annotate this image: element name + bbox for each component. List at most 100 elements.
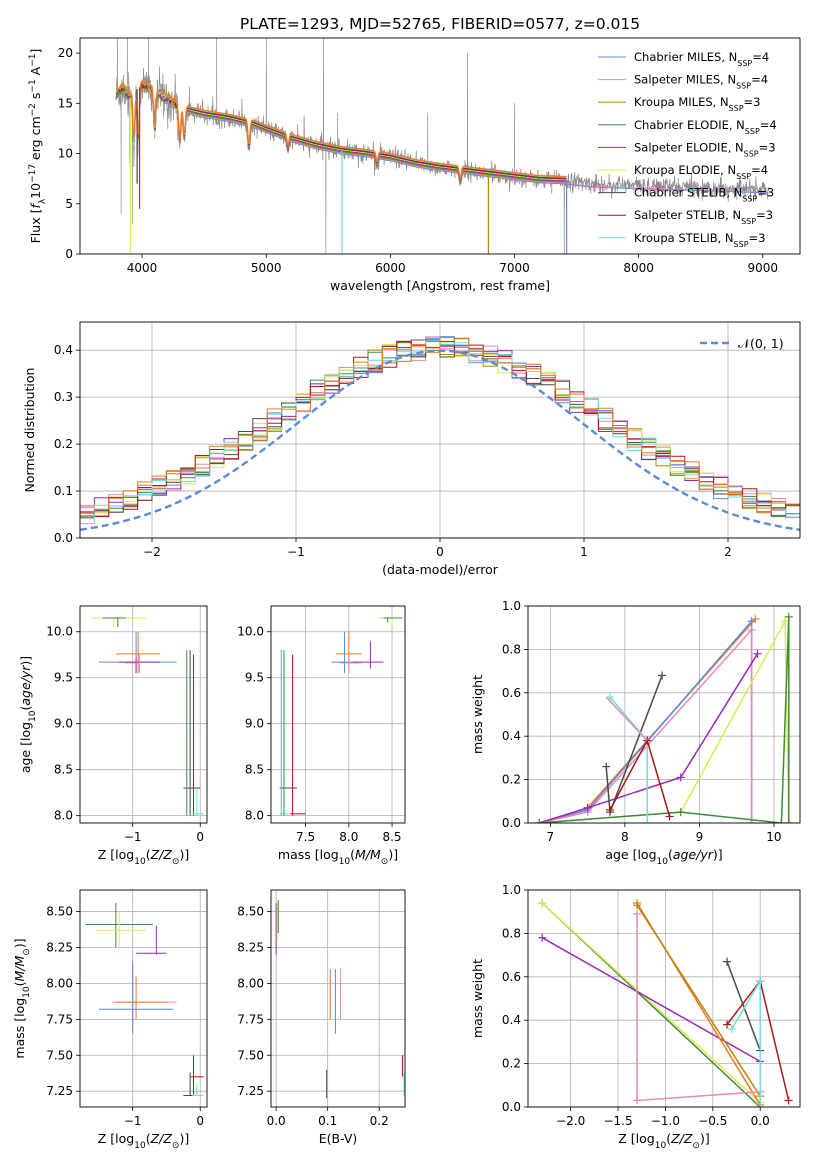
x-tick-label: 0.0 <box>751 1114 770 1128</box>
weight-series <box>541 902 761 1104</box>
y-axis-label: mass weight <box>470 959 485 1038</box>
axes-frame <box>270 889 406 1108</box>
x-axis-label: age [log10(age/yr)] <box>605 847 722 867</box>
x-tick-label: 7.5 <box>296 830 315 844</box>
x-tick-label: −1.5 <box>603 1114 632 1128</box>
x-tick-label: 10 <box>766 830 781 844</box>
x-tick-label: −2 <box>143 545 161 559</box>
y-tick-label: 15 <box>58 96 73 110</box>
histogram-series <box>80 337 800 514</box>
axes-weight_vs_age: 7 8 9 10 0.0 0.2 0.4 0.6 0.8 1.0 age [log10(age/yr… <box>470 599 801 867</box>
y-axis-label: Normed distribution <box>22 368 37 493</box>
y-tick-label: 0.4 <box>502 729 521 743</box>
y-tick-label: 8.25 <box>46 940 73 954</box>
x-axis-label: mass [log10(M/M⊙)] <box>278 847 398 867</box>
legend-label: Kroupa MILES, NSSP=3 <box>634 95 760 113</box>
x-axis-label: Z [log10(Z/Z⊙)] <box>98 847 189 867</box>
y-tick-label: 8.0 <box>54 809 73 823</box>
x-tick-label: 9 <box>696 830 704 844</box>
axes-frame <box>527 889 801 1108</box>
model-spectrum <box>115 79 567 181</box>
model-spectrum <box>115 84 769 193</box>
weight-series <box>539 616 790 823</box>
panel-spectrum: 4000 5000 6000 7000 8000 9000 0 5 10 15 20 waveleng… <box>28 37 801 293</box>
x-tick-label: 0.1 <box>318 1114 337 1128</box>
x-tick-label: 0.0 <box>267 1114 286 1128</box>
y-tick-label: 8.50 <box>237 905 264 919</box>
y-tick-label: 8.00 <box>237 976 264 990</box>
y-tick-label: 10.0 <box>46 625 73 639</box>
plot-area-spectrum <box>115 38 770 254</box>
model-spectrum <box>115 80 567 182</box>
panel-mass_vs_Z: −1 0 7.25 7.50 7.75 8.00 8.25 8.50 Z [log10(Z/Z⊙… <box>12 889 208 1151</box>
x-tick-label: 1 <box>580 545 588 559</box>
weight-series <box>538 653 759 823</box>
x-tick-label: 0 <box>196 830 204 844</box>
y-tick-label: 0.2 <box>502 1057 521 1071</box>
y-tick-label: 8.50 <box>46 905 73 919</box>
y-axis-label: Flux [fλ10−17 erg cm−2 s−1 A−1] <box>28 49 48 244</box>
x-tick-label: 8000 <box>623 261 654 275</box>
weight-series <box>539 627 753 823</box>
legend-label: Salpeter ELODIE, NSSP=3 <box>634 140 776 158</box>
axes-mass_vs_Z: −1 0 7.25 7.50 7.75 8.00 8.25 8.50 Z [log10(Z/Z⊙… <box>12 889 208 1151</box>
x-axis-label: E(B-V) <box>319 1131 358 1146</box>
y-tick-label: 0.4 <box>54 343 73 357</box>
panel-age_vs_mass: 7.5 8.0 8.5 8.0 8.5 9.0 9.5 10.0 mass [log10(M/M… <box>237 605 406 867</box>
y-tick-label: 8.5 <box>245 763 264 777</box>
x-tick-label: 4000 <box>127 261 158 275</box>
plot-area-weight_vs_Z <box>538 899 793 1107</box>
legend-label: Salpeter STELIB, NSSP=3 <box>634 208 773 226</box>
x-axis-label: (data-model)/error <box>382 562 499 577</box>
y-tick-label: 7.50 <box>46 1048 73 1062</box>
normal-curve <box>80 349 800 531</box>
x-tick-label: 8.5 <box>382 830 401 844</box>
y-tick-label: 9.5 <box>54 671 73 685</box>
plot-area-weight_vs_age <box>535 612 793 823</box>
y-tick-label: 20 <box>58 46 73 60</box>
x-tick-label: −1.0 <box>651 1114 680 1128</box>
x-tick-label: 8 <box>621 830 629 844</box>
axes-frame <box>527 605 801 824</box>
axes-weight_vs_Z: −2.0 −1.5 −1.0 −0.5 0.0 0.0 0.2 0.4 0.6 0.8 1.0 Z [… <box>470 883 801 1151</box>
x-tick-label: −1 <box>287 545 305 559</box>
y-tick-label: 7.75 <box>46 1012 73 1026</box>
y-tick-label: 8.0 <box>245 809 264 823</box>
y-tick-label: 9.0 <box>54 717 73 731</box>
weight-series <box>605 675 663 813</box>
plot-area-age_vs_mass <box>279 617 403 816</box>
y-tick-label: 0.2 <box>54 437 73 451</box>
y-tick-label: 0.1 <box>54 484 73 498</box>
model-spectrum <box>115 85 769 194</box>
weight-series <box>636 904 761 1097</box>
figure-title: PLATE=1293, MJD=52765, FIBERID=0577, z=0… <box>240 15 640 33</box>
model-spectrum <box>115 78 567 181</box>
axes-age_vs_Z: −1 0 8.0 8.5 9.0 9.5 10.0 Z [log10(Z/Z⊙)] age [l… <box>18 605 208 867</box>
weight-series <box>609 738 671 817</box>
panel-mass_vs_ebv: 0.0 0.1 0.2 7.25 7.50 7.75 8.00 8.25 8.50 E(B-V) <box>237 889 406 1146</box>
plot-area-mass_vs_Z <box>85 902 204 1097</box>
panel-weight_vs_age: 7 8 9 10 0.0 0.2 0.4 0.6 0.8 1.0 age [log10(age/yr… <box>470 599 801 867</box>
legend: 𝒩(0, 1) <box>700 336 784 351</box>
legend-label: Salpeter MILES, NSSP=4 <box>634 73 768 91</box>
x-tick-label: −0.5 <box>698 1114 727 1128</box>
y-tick-label: 0.8 <box>502 926 521 940</box>
y-axis-label: age [log10(age/yr)] <box>18 656 38 773</box>
y-tick-label: 0.3 <box>54 390 73 404</box>
axes-age_vs_mass: 7.5 8.0 8.5 8.0 8.5 9.0 9.5 10.0 mass [log10(M/M… <box>237 605 406 867</box>
plot-area-age_vs_Z <box>92 617 204 816</box>
x-tick-label: −1 <box>124 1114 142 1128</box>
axes-residuals: −2 −1 0 1 2 0.0 0.1 0.2 0.3 0.4 (data-model)/error… <box>22 321 801 577</box>
x-tick-label: 9000 <box>747 261 778 275</box>
y-tick-label: 7.50 <box>237 1048 264 1062</box>
x-tick-label: 2 <box>724 545 732 559</box>
weight-series <box>726 979 790 1101</box>
x-tick-label: 7000 <box>499 261 530 275</box>
x-tick-label: 5000 <box>251 261 282 275</box>
x-tick-label: 0 <box>196 1114 204 1128</box>
axes-mass_vs_ebv: 0.0 0.1 0.2 7.25 7.50 7.75 8.00 8.25 8.50 E(B-V) <box>237 889 406 1146</box>
weight-series <box>605 696 648 742</box>
x-axis-label: Z [log10(Z/Z⊙)] <box>618 1131 709 1151</box>
model-spectrum <box>115 80 567 182</box>
